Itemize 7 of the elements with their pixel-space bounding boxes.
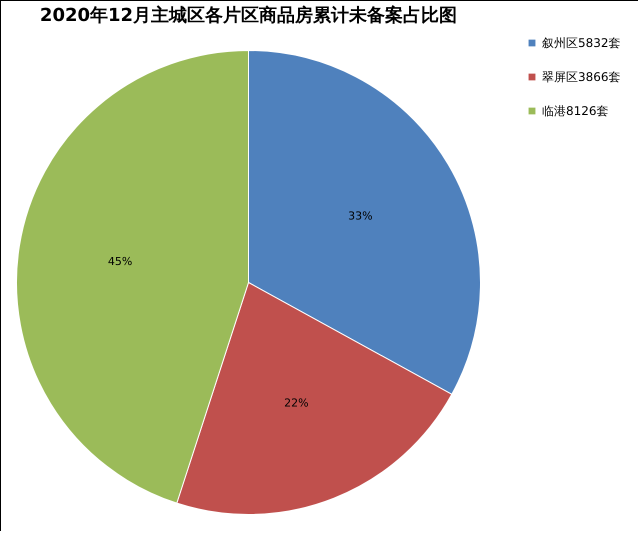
data-label: 22% [284, 396, 309, 410]
data-label: 33% [348, 209, 373, 222]
legend-label: 临港8126套 [542, 104, 609, 118]
legend-label: 叙州区5832套 [542, 36, 621, 50]
chart-title: 2020年12月主城区各片区商品房累计未备案占比图 [40, 5, 458, 26]
legend-label: 翠屏区3866套 [542, 70, 621, 84]
data-label: 45% [108, 255, 132, 268]
